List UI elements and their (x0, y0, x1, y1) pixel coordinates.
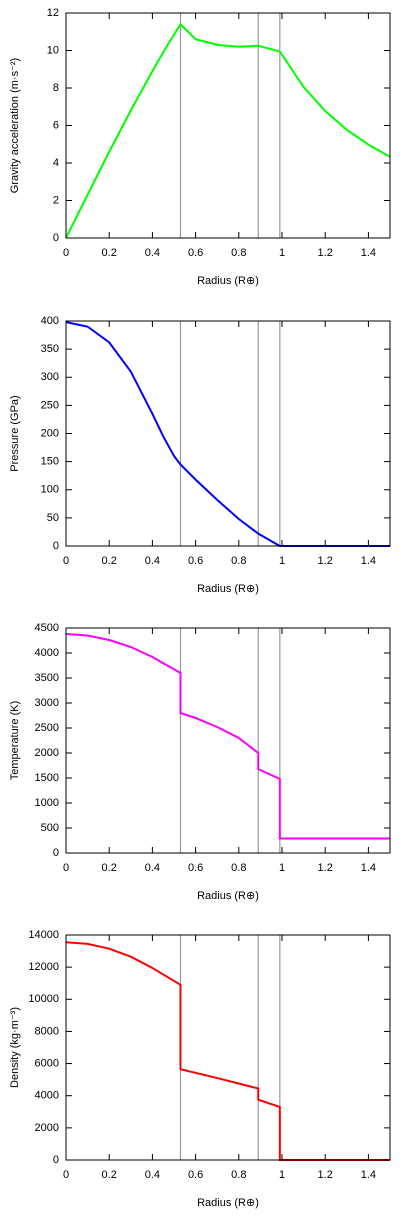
y-axis-label: Temperature (K) (9, 701, 21, 780)
x-tick-label: 0 (63, 1169, 69, 1181)
x-axis-label: Radius (R⊕) (197, 583, 259, 595)
y-tick-label: 0 (53, 1154, 59, 1166)
y-tick-label: 12 (47, 7, 59, 19)
y-tick-label: 400 (41, 315, 59, 327)
x-tick-label: 0 (63, 862, 69, 874)
x-tick-label: 0.2 (102, 1169, 117, 1181)
x-tick-label: 1 (279, 247, 285, 259)
x-tick-label: 0.6 (188, 1169, 203, 1181)
x-tick-label: 1 (279, 555, 285, 567)
plot-frame (65, 627, 391, 854)
y-tick-label: 3000 (35, 697, 59, 709)
y-tick-label: 50 (47, 512, 59, 524)
data-line (65, 22, 391, 239)
plot-frame (65, 934, 391, 1161)
data-line (65, 321, 390, 547)
y-tick-label: 8 (53, 82, 59, 94)
x-axis-label: Radius (R⊕) (197, 890, 259, 902)
y-tick-label: 0 (53, 232, 59, 244)
x-tick-label: 1 (279, 1169, 285, 1181)
x-tick-label: 1.2 (318, 862, 333, 874)
x-tick-label: 0.2 (102, 862, 117, 874)
x-tick-label: 0.6 (188, 555, 203, 567)
x-tick-label: 1.4 (361, 555, 376, 567)
y-tick-label: 1000 (35, 797, 59, 809)
y-tick-label: 1500 (35, 772, 59, 784)
x-tick-label: 0.4 (145, 1169, 160, 1181)
y-tick-label: 150 (41, 456, 59, 468)
x-tick-label: 0.4 (145, 862, 160, 874)
y-axis-label: Gravity acceleration (m·s⁻²) (9, 58, 21, 193)
x-tick-label: 1.4 (361, 1169, 376, 1181)
y-tick-label: 8000 (35, 1025, 59, 1037)
y-tick-label: 10000 (28, 993, 59, 1005)
y-tick-label: 2000 (35, 1122, 59, 1134)
x-axis-label: Radius (R⊕) (197, 1197, 259, 1209)
x-tick-label: 0.4 (145, 555, 160, 567)
x-tick-label: 0.8 (231, 1169, 246, 1181)
x-tick-label: 1 (279, 862, 285, 874)
y-tick-label: 14000 (28, 929, 59, 941)
y-tick-label: 6 (53, 119, 59, 131)
y-tick-label: 250 (41, 399, 59, 411)
x-tick-label: 0.4 (145, 247, 160, 259)
y-tick-label: 4 (53, 157, 59, 169)
x-tick-label: 0.8 (231, 247, 246, 259)
y-tick-label: 4000 (35, 647, 59, 659)
x-tick-label: 0.6 (188, 862, 203, 874)
y-tick-label: 4500 (35, 622, 59, 634)
x-tick-label: 0.8 (231, 555, 246, 567)
x-tick-label: 0.2 (102, 247, 117, 259)
x-tick-label: 0.2 (102, 555, 117, 567)
data-line (65, 941, 390, 1161)
y-tick-label: 12000 (28, 961, 59, 973)
x-tick-label: 1.2 (318, 247, 333, 259)
y-tick-label: 0 (53, 847, 59, 859)
y-tick-label: 10 (47, 44, 59, 56)
y-tick-label: 500 (41, 822, 59, 834)
y-tick-label: 2000 (35, 747, 59, 759)
y-axis-label: Density (kg·m⁻³) (9, 1007, 21, 1088)
x-tick-label: 1.2 (318, 555, 333, 567)
y-tick-label: 100 (41, 484, 59, 496)
x-tick-label: 1.2 (318, 1169, 333, 1181)
x-tick-label: 1.4 (361, 862, 376, 874)
y-tick-label: 4000 (35, 1090, 59, 1102)
y-tick-label: 2 (53, 194, 59, 206)
x-tick-label: 0 (63, 555, 69, 567)
x-tick-label: 0.8 (231, 862, 246, 874)
x-axis-label: Radius (R⊕) (197, 275, 259, 287)
y-tick-label: 200 (41, 427, 59, 439)
x-tick-label: 1.4 (361, 247, 376, 259)
data-line (65, 633, 390, 840)
x-tick-label: 0 (63, 247, 69, 259)
plot-frame (65, 320, 391, 547)
y-tick-label: 350 (41, 343, 59, 355)
y-tick-label: 300 (41, 371, 59, 383)
x-tick-label: 0.6 (188, 247, 203, 259)
y-tick-label: 3500 (35, 672, 59, 684)
y-tick-label: 0 (53, 540, 59, 552)
y-tick-label: 2500 (35, 722, 59, 734)
y-tick-label: 6000 (35, 1057, 59, 1069)
y-axis-label: Pressure (GPa) (9, 395, 21, 471)
